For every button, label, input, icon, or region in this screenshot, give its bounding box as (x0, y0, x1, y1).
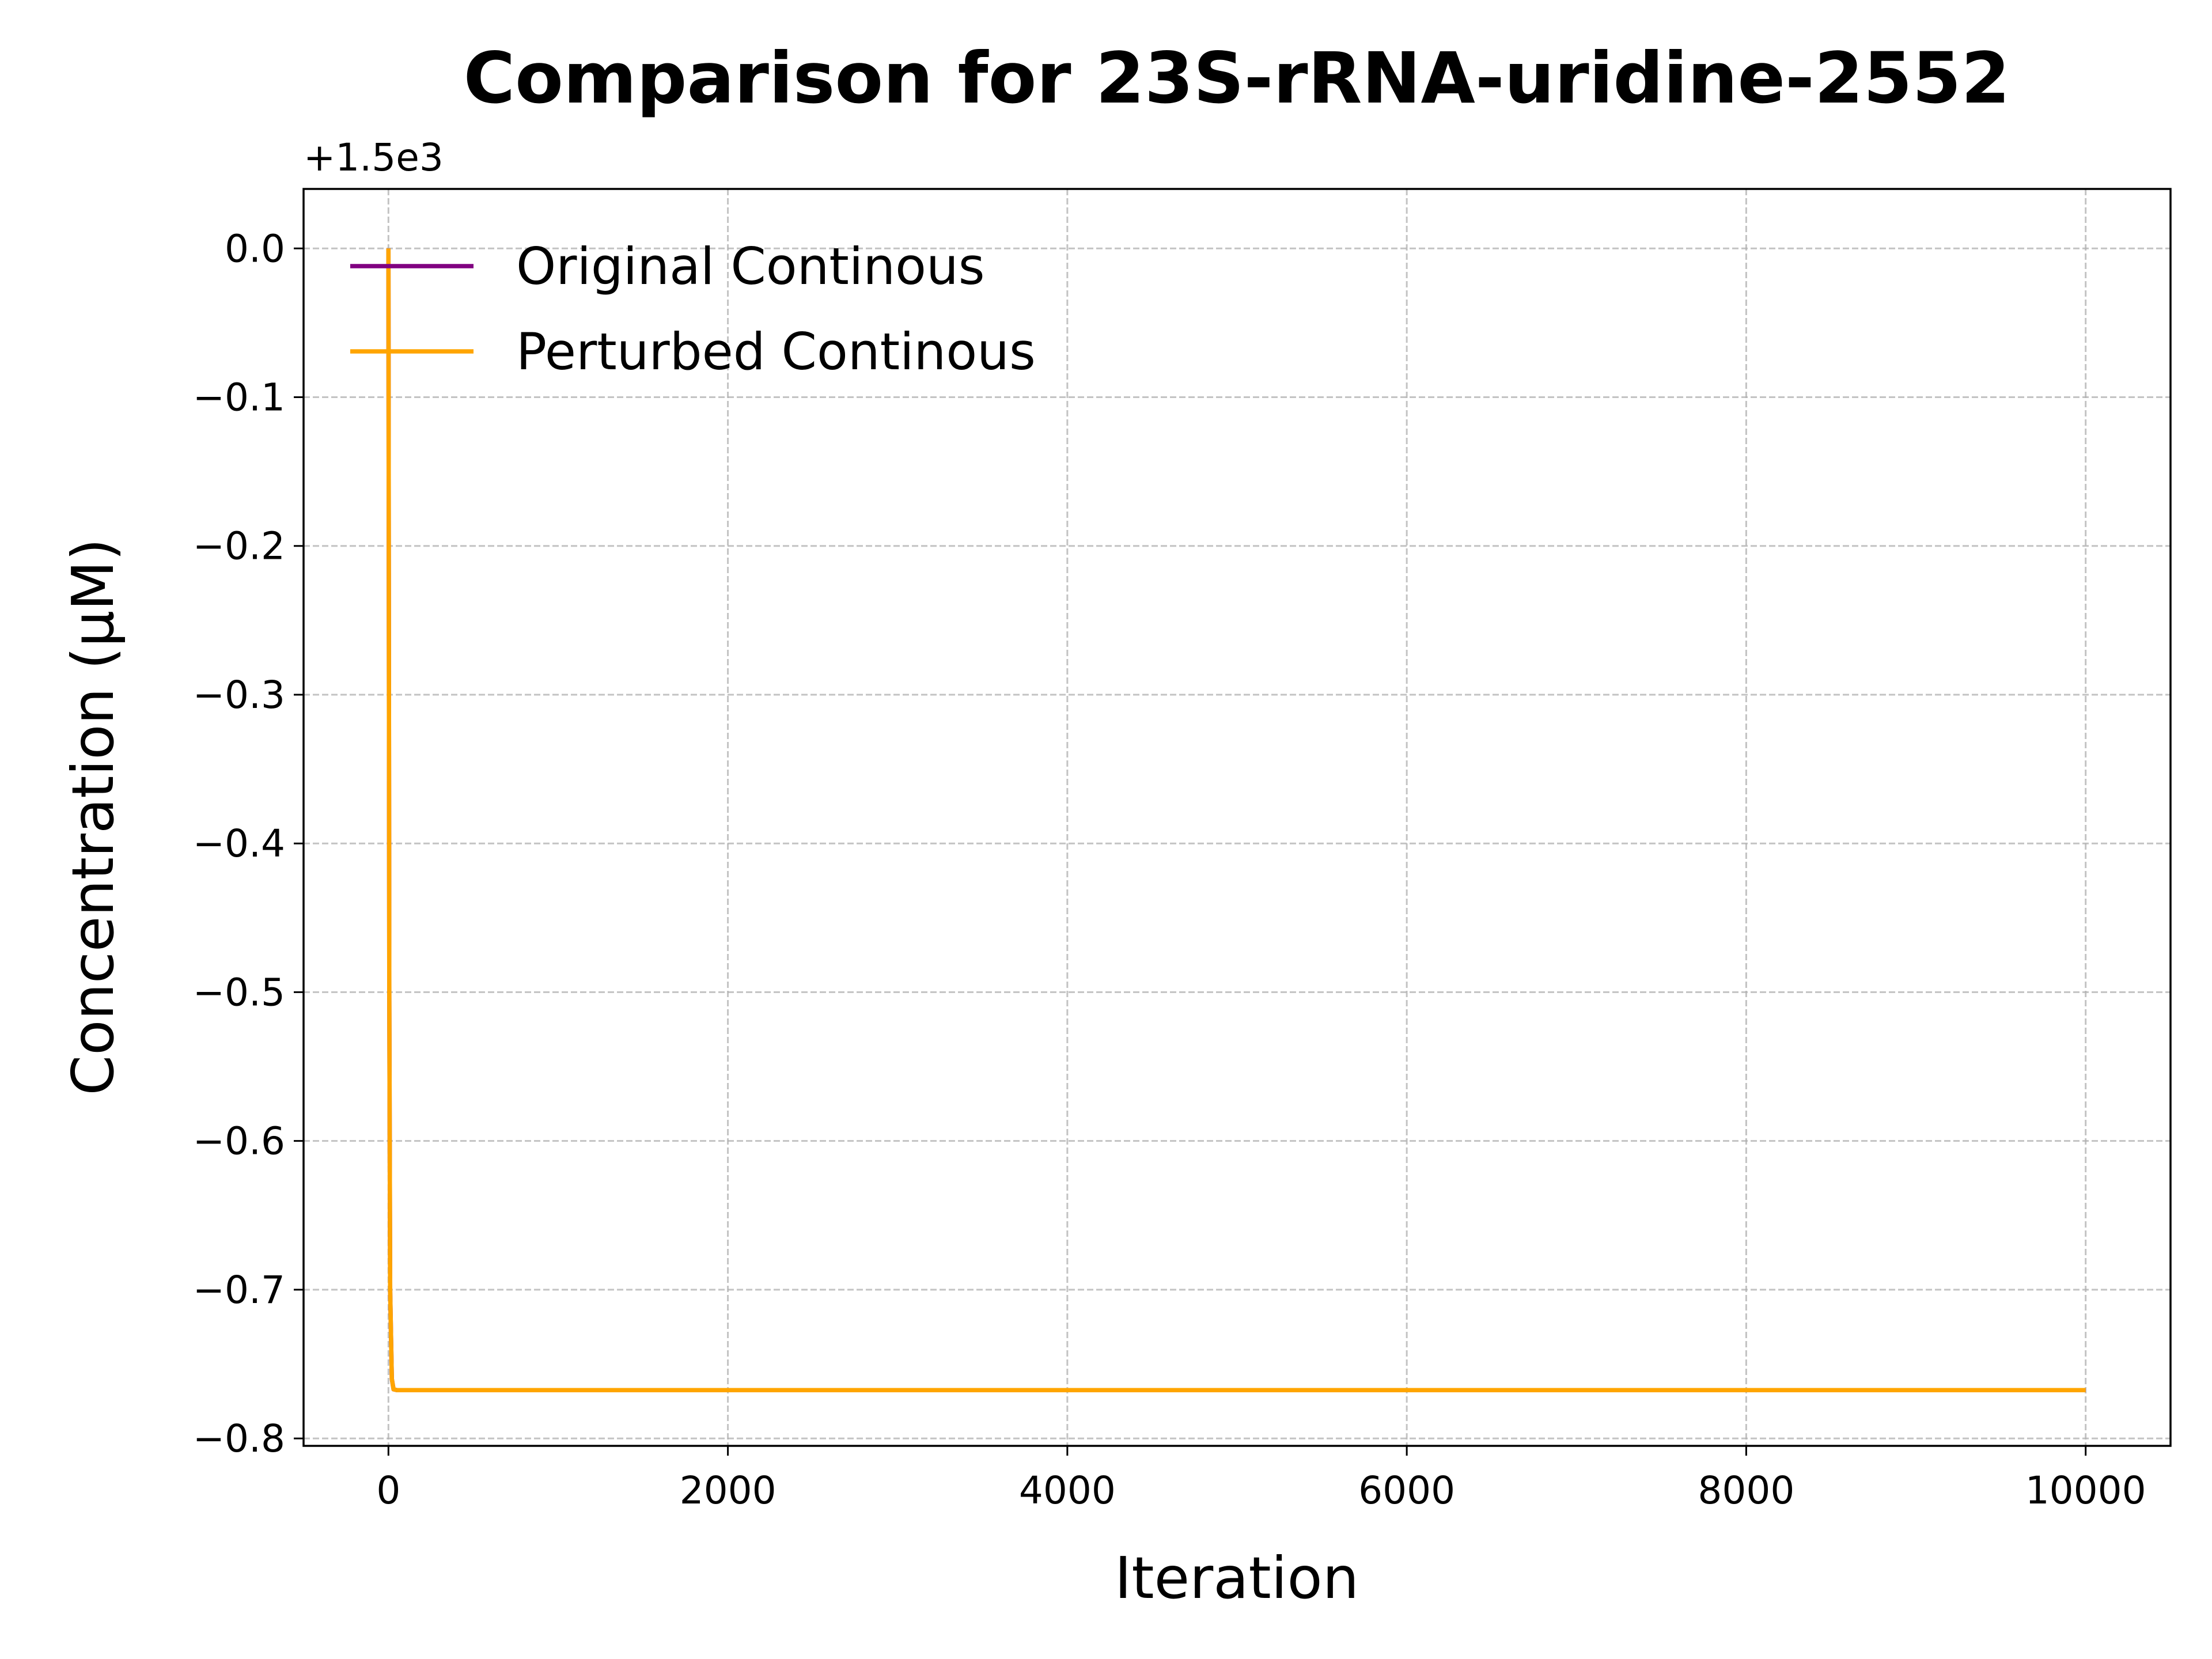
x-tick-label: 8000 (1698, 1468, 1794, 1513)
y-tick-label: 0.0 (225, 226, 285, 271)
legend-label: Original Continous (516, 237, 985, 296)
x-tick-label: 6000 (1358, 1468, 1455, 1513)
chart-title: Comparison for 23S-rRNA-uridine-2552 (464, 37, 2010, 119)
y-tick-label: −0.1 (193, 376, 285, 420)
y-tick-label: −0.4 (193, 821, 285, 866)
grid (304, 189, 2171, 1446)
y-axis-label: Concentration (μM) (59, 538, 127, 1095)
x-tick-label: 2000 (680, 1468, 777, 1513)
y-axis-offset: +1.5e3 (304, 135, 444, 180)
x-axis-label: Iteration (1115, 1544, 1359, 1612)
y-axis-ticks: 0.0 −0.1 −0.2 −0.3 −0.4 −0.5 −0.6 −0.7 −0.8 (193, 226, 304, 1461)
y-tick-label: −0.5 (193, 970, 285, 1014)
series-layer (386, 248, 2086, 1392)
x-axis-ticks: 0 2000 4000 6000 8000 10000 (376, 1446, 2146, 1513)
y-tick-label: −0.6 (193, 1119, 285, 1164)
series-line-perturbed-continous (386, 248, 2086, 1392)
legend-label: Perturbed Continous (516, 322, 1036, 381)
x-tick-label: 10000 (2025, 1468, 2146, 1513)
x-tick-label: 4000 (1019, 1468, 1116, 1513)
y-tick-label: −0.2 (193, 524, 285, 569)
y-tick-label: −0.7 (193, 1268, 285, 1312)
plot-frame (302, 188, 2172, 1447)
y-tick-label: −0.8 (193, 1416, 285, 1461)
legend: Original Continous Perturbed Continous (350, 237, 1036, 381)
x-tick-label: 0 (376, 1468, 400, 1513)
y-tick-label: −0.3 (193, 673, 285, 717)
